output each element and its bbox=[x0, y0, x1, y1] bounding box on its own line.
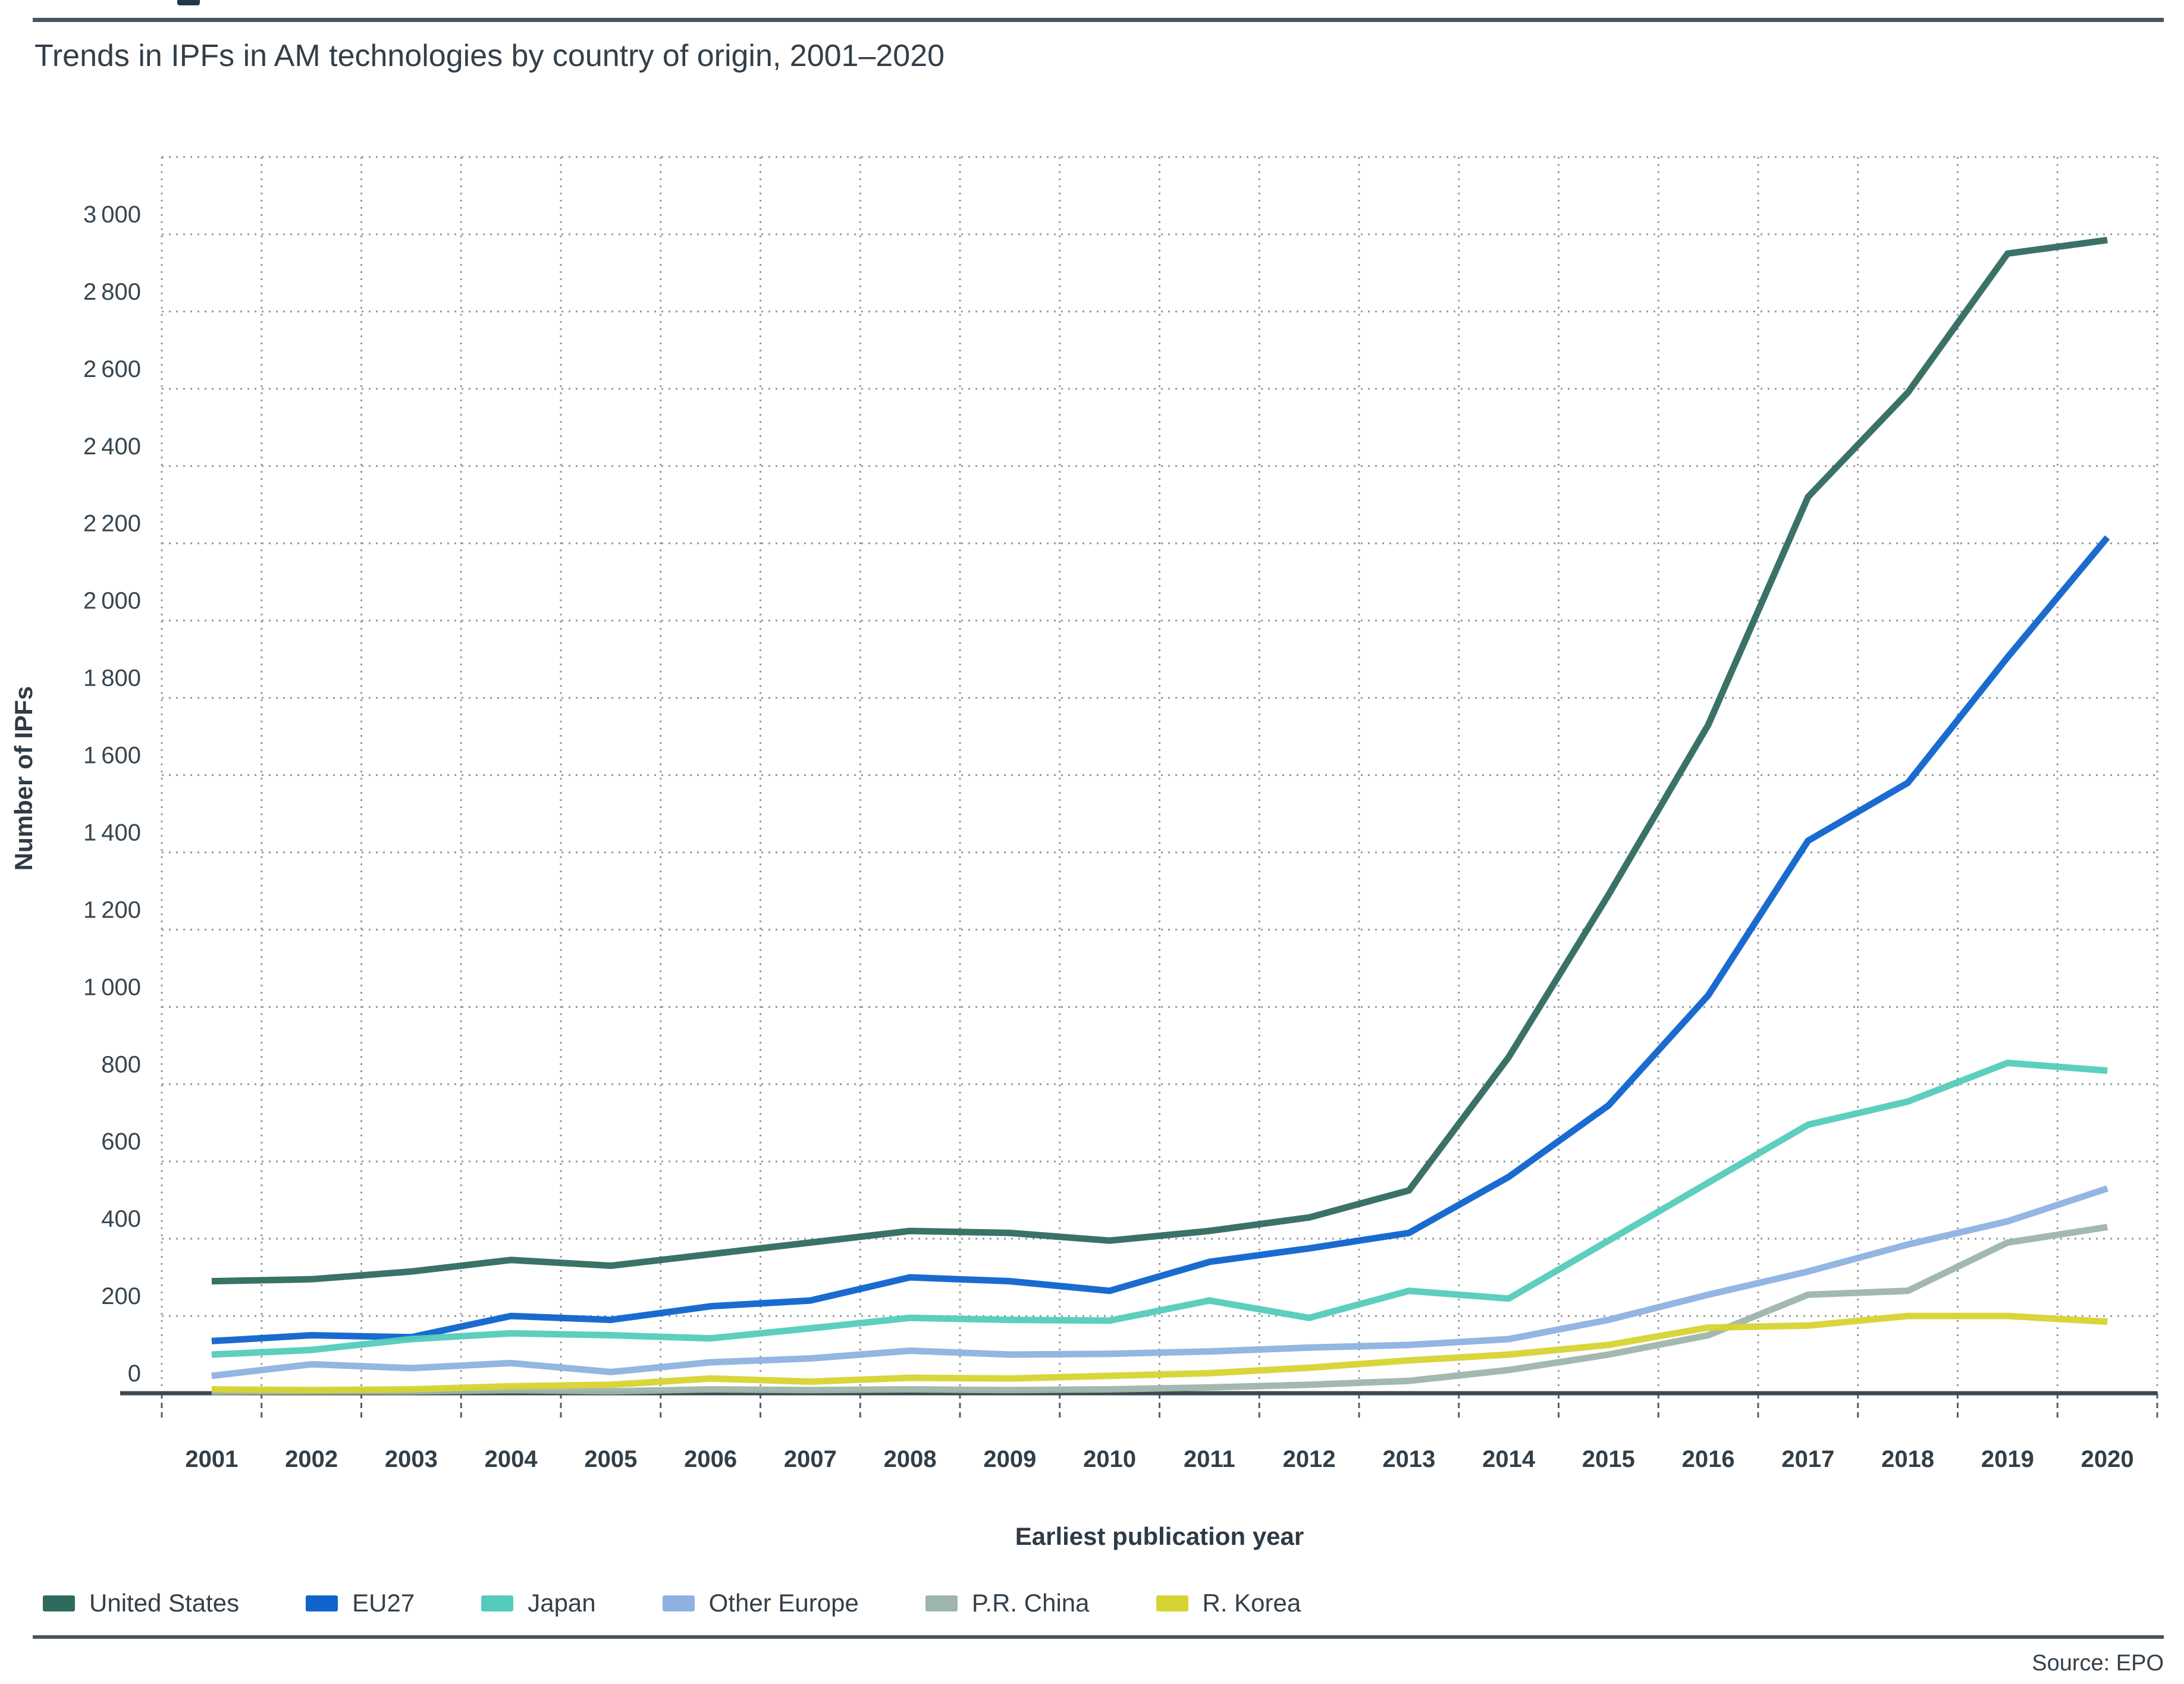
chart-legend: United States EU27 Japan Other Europe P.R. C… bbox=[43, 1589, 1301, 1617]
page-crop-artifact bbox=[177, 0, 200, 5]
y-tick-label: 2 400 bbox=[83, 433, 141, 460]
x-tick-label: 2007 bbox=[784, 1446, 837, 1472]
y-tick-label: 1 400 bbox=[83, 819, 141, 846]
y-tick-label: 2 000 bbox=[83, 588, 141, 614]
legend-swatch-icon bbox=[43, 1595, 75, 1611]
legend-swatch-icon bbox=[481, 1595, 514, 1611]
series-line-eu27 bbox=[211, 535, 2110, 1344]
y-tick-label: 1 600 bbox=[83, 743, 141, 769]
legend-label: Japan bbox=[528, 1589, 596, 1617]
x-tick-label: 2015 bbox=[1582, 1446, 1635, 1472]
legend-item-r-korea: R. Korea bbox=[1156, 1589, 1301, 1617]
x-tick-label: 2017 bbox=[1781, 1446, 1834, 1472]
legend-label: Other Europe bbox=[708, 1589, 859, 1617]
legend-item-p-r-china: P.R. China bbox=[925, 1589, 1090, 1617]
y-tick-label: 400 bbox=[101, 1206, 141, 1232]
x-tick-label: 2004 bbox=[485, 1446, 538, 1472]
y-tick-label: 1 000 bbox=[83, 974, 141, 1000]
y-axis-title: Number of IPFs bbox=[10, 686, 37, 871]
x-tick-label: 2003 bbox=[385, 1446, 438, 1472]
x-tick-label: 2018 bbox=[1881, 1446, 1934, 1472]
legend-item-united-states: United States bbox=[43, 1589, 239, 1617]
legend-swatch-icon bbox=[1156, 1595, 1188, 1611]
legend-swatch-icon bbox=[306, 1595, 338, 1611]
legend-label: EU27 bbox=[352, 1589, 415, 1617]
series-line-r-korea bbox=[211, 1312, 2108, 1394]
legend-swatch-icon bbox=[925, 1595, 958, 1611]
y-tick-label: 1 800 bbox=[83, 665, 141, 692]
x-axis-title: Earliest publication year bbox=[1015, 1522, 1304, 1550]
x-tick-label: 2012 bbox=[1283, 1446, 1336, 1472]
x-tick-label: 2016 bbox=[1682, 1446, 1735, 1472]
x-tick-label: 2002 bbox=[285, 1446, 338, 1472]
top-rule bbox=[33, 18, 2164, 22]
x-tick-label: 2010 bbox=[1083, 1446, 1136, 1472]
legend-item-japan: Japan bbox=[481, 1589, 596, 1617]
x-tick-label: 2005 bbox=[584, 1446, 637, 1472]
series-line-p-r-china bbox=[211, 1224, 2108, 1395]
x-tick-label: 2013 bbox=[1382, 1446, 1435, 1472]
y-tick-label: 1 200 bbox=[83, 897, 141, 923]
legend-label: United States bbox=[89, 1589, 240, 1617]
legend-label: P.R. China bbox=[971, 1589, 1090, 1617]
y-tick-label: 2 200 bbox=[83, 511, 141, 537]
legend-item-other-europe: Other Europe bbox=[662, 1589, 859, 1617]
x-tick-label: 2008 bbox=[884, 1446, 937, 1472]
x-tick-label: 2009 bbox=[983, 1446, 1036, 1472]
y-tick-label: 200 bbox=[101, 1283, 141, 1309]
legend-label: R. Korea bbox=[1202, 1589, 1301, 1617]
y-tick-label: 600 bbox=[101, 1129, 141, 1155]
bottom-rule bbox=[33, 1635, 2164, 1639]
series-line-united-states bbox=[211, 237, 2108, 1285]
x-tick-label: 2006 bbox=[684, 1446, 737, 1472]
series-line-japan bbox=[211, 1060, 2108, 1358]
source-label: Source: EPO bbox=[2032, 1651, 2164, 1676]
x-tick-label: 2014 bbox=[1482, 1446, 1536, 1472]
x-tick-label: 2001 bbox=[185, 1446, 238, 1472]
y-tick-label: 800 bbox=[101, 1051, 141, 1077]
x-tick-label: 2011 bbox=[1184, 1446, 1235, 1472]
y-tick-label: 3 000 bbox=[83, 202, 141, 228]
series-line-other-europe bbox=[211, 1185, 2108, 1380]
chart-title: Trends in IPFs in AM technologies by cou… bbox=[34, 39, 945, 73]
x-tick-label: 2019 bbox=[1981, 1446, 2034, 1472]
legend-item-eu27: EU27 bbox=[306, 1589, 415, 1617]
y-tick-label: 2 800 bbox=[83, 279, 141, 305]
legend-swatch-icon bbox=[662, 1595, 695, 1611]
y-tick-label: 2 600 bbox=[83, 356, 141, 382]
y-tick-label: 0 bbox=[128, 1361, 141, 1387]
x-tick-label: 2020 bbox=[2081, 1446, 2134, 1472]
